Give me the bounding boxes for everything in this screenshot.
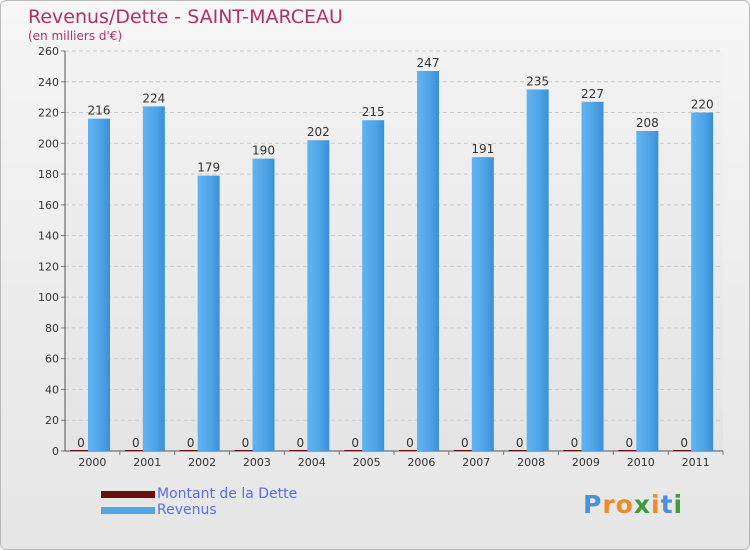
bar-revenus [417,71,439,451]
x-tick-label: 2003 [243,456,271,469]
legend-item-revenus: Revenus [101,502,297,518]
bar-revenus [197,175,220,451]
legend-item-dette: Montant de la Dette [101,486,297,502]
y-tick-label: 80 [45,322,59,335]
bar-revenus [307,140,330,451]
bar-dette [453,450,476,451]
x-tick-label: 2011 [682,456,710,469]
data-label-revenus: 227 [581,87,604,101]
y-tick-label: 260 [38,45,59,58]
legend-label-dette: Montant de la Dette [157,486,298,502]
y-tick-label: 0 [52,445,59,458]
y-tick-label: 180 [38,168,59,181]
plot-area [65,51,723,451]
data-label-dette: 0 [571,436,579,450]
data-label-dette: 0 [297,436,305,450]
logo-letter: t [660,490,674,519]
bar-dette [179,450,202,451]
y-tick-label: 200 [38,137,59,150]
bar-dette [234,450,257,451]
data-label-revenus: 247 [417,56,440,70]
bar-revenus [252,158,275,451]
bar-dette [289,450,312,451]
bar-dette [70,450,92,451]
data-label-dette: 0 [680,436,688,450]
logo-letter: x [633,490,651,519]
y-tick-label: 140 [38,230,59,243]
bar-dette [344,450,367,451]
data-label-dette: 0 [77,436,85,450]
bar-revenus [88,118,110,451]
x-tick-label: 2004 [298,456,326,469]
data-label-dette: 0 [351,436,359,450]
data-label-revenus: 235 [526,74,549,88]
bar-dette [673,450,696,451]
x-tick-label: 2000 [78,456,106,469]
bar-dette [124,450,147,451]
x-tick-label: 2008 [517,456,545,469]
x-tick-label: 2005 [353,456,381,469]
chart-subtitle: (en milliers d'€) [28,29,123,43]
y-tick-label: 240 [38,76,59,89]
data-label-revenus: 224 [142,91,165,105]
data-label-dette: 0 [132,436,140,450]
y-tick-label: 100 [38,291,59,304]
x-tick-label: 2007 [462,456,490,469]
y-tick-label: 60 [45,353,59,366]
data-label-revenus: 179 [197,161,220,175]
data-label-revenus: 220 [691,98,714,112]
bar-revenus [142,106,165,451]
y-tick-label: 20 [45,414,59,427]
data-label-revenus: 190 [252,144,275,158]
x-tick-label: 2001 [133,456,161,469]
bar-revenus [471,157,494,451]
legend-swatch-revenus [101,506,155,514]
bar-revenus [581,101,604,452]
data-label-dette: 0 [626,436,634,450]
legend: Montant de la Dette Revenus [101,486,297,518]
logo-letter: P [583,490,603,519]
bar-revenus [636,131,659,451]
legend-label-revenus: Revenus [157,502,217,518]
chart-title: Revenus/Dette - SAINT-MARCEAU [28,6,343,28]
x-tick-label: 2010 [627,456,655,469]
bar-dette [508,450,531,451]
data-label-dette: 0 [187,436,195,450]
x-tick-label: 2006 [407,456,435,469]
y-tick-label: 220 [38,107,59,120]
data-label-revenus: 215 [362,105,385,119]
data-label-revenus: 208 [636,116,659,130]
data-label-dette: 0 [461,436,469,450]
logo-letter: i [651,490,661,519]
data-label-revenus: 191 [471,142,494,156]
logo-letter: o [615,490,634,519]
data-label-revenus: 202 [307,125,330,139]
legend-swatch-dette [101,490,155,498]
data-label-dette: 0 [516,436,524,450]
logo-letter: i [673,490,684,519]
x-tick-label: 2009 [572,456,600,469]
y-tick-label: 160 [38,199,59,212]
y-tick-label: 40 [45,383,59,396]
bar-revenus [526,89,549,451]
bar-revenus [362,120,385,451]
x-tick-label: 2002 [188,456,216,469]
bar-dette [399,450,421,451]
data-label-revenus: 216 [88,104,111,118]
bar-revenus [691,112,714,452]
logo-letter: r [602,490,616,519]
bar-dette [563,450,586,451]
data-label-dette: 0 [242,436,250,450]
proxiti-logo: Proxiti [583,490,683,519]
data-label-dette: 0 [406,436,414,450]
y-tick-label: 120 [38,260,59,273]
bar-dette [618,450,641,451]
